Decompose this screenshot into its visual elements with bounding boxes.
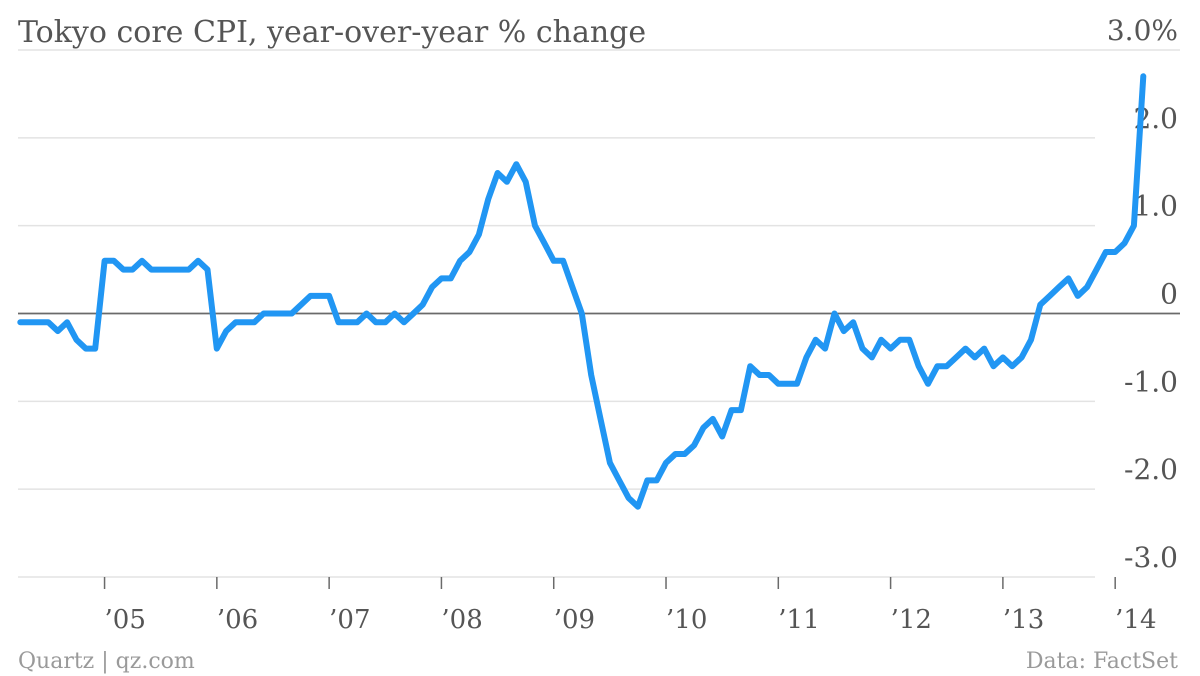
x-tick-label: ’14 <box>1115 605 1156 635</box>
x-tick-label: ’08 <box>441 605 482 635</box>
x-axis-ticks: ’05 ’06 ’07 ’08 ’09 ’10 ’11 ’12 ’13 ’14 <box>103 577 1157 635</box>
x-tick-label: ’10 <box>666 605 707 635</box>
y-tick-label: -3.0 <box>1124 541 1178 574</box>
y-tick-label: -1.0 <box>1124 365 1178 398</box>
series-layer <box>17 73 1147 510</box>
x-tick-label: ’12 <box>891 605 932 635</box>
x-tick-label: ’13 <box>1003 605 1044 635</box>
footer-source-left: Quartz | qz.com <box>18 649 195 674</box>
footer-source-right: Data: FactSet <box>1026 649 1178 674</box>
y-tick-label: 3.0% <box>1107 14 1178 47</box>
x-tick-label: ’06 <box>217 605 258 635</box>
grid-lines <box>18 49 1180 578</box>
x-tick-label: ’11 <box>778 605 819 635</box>
series-line <box>17 73 1147 510</box>
x-tick-label: ’05 <box>105 605 146 635</box>
chart-title: Tokyo core CPI, year-over-year % change <box>18 15 646 50</box>
y-tick-label: -2.0 <box>1124 453 1178 486</box>
x-tick-label: ’09 <box>554 605 595 635</box>
y-tick-label: 0 <box>1160 278 1178 311</box>
y-tick-label: 1.0 <box>1133 190 1178 223</box>
x-tick-label: ’07 <box>329 605 370 635</box>
